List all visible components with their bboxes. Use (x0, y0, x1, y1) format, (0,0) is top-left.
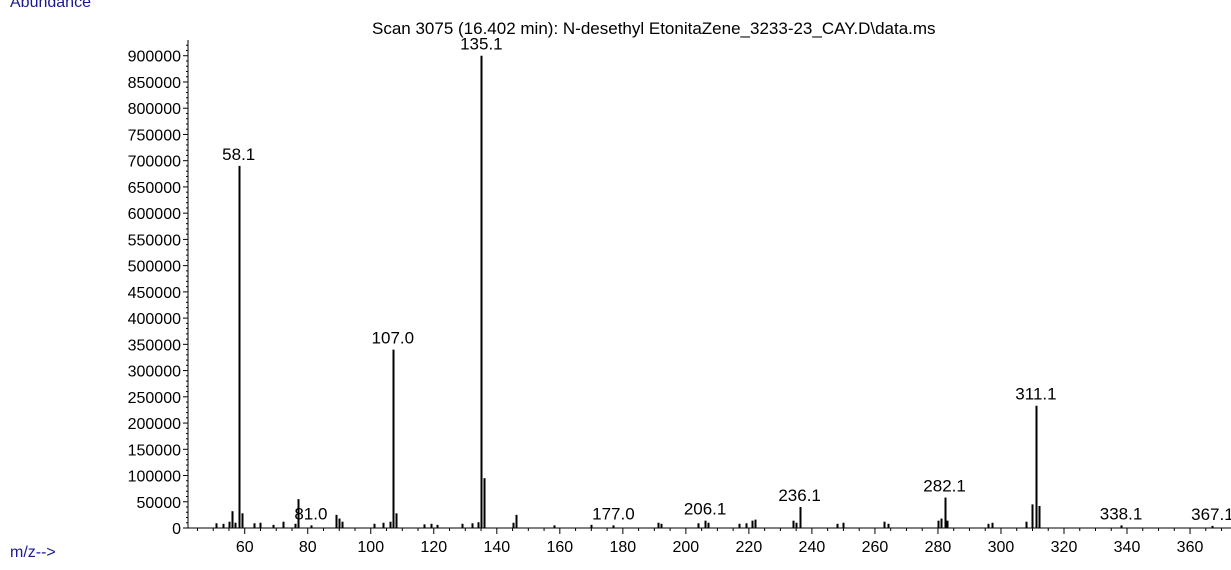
peak-label: 177.0 (592, 504, 635, 523)
y-tick-label: 200000 (128, 416, 181, 433)
chart-title: Scan 3075 (16.402 min): N-desethyl Etoni… (372, 19, 936, 38)
x-tick-label: 100 (357, 539, 384, 556)
x-tick-label: 280 (925, 539, 952, 556)
y-tick-label: 150000 (128, 442, 181, 459)
x-tick-label: 200 (673, 539, 700, 556)
y-tick-label: 550000 (128, 232, 181, 249)
y-tick-label: 350000 (128, 337, 181, 354)
x-tick-label: 120 (420, 539, 447, 556)
y-tick-label: 100000 (128, 469, 181, 486)
x-tick-label: 360 (1177, 539, 1204, 556)
y-ticks: 0 50000 100000 150000 200000 250000 300000 3500… (128, 44, 188, 538)
y-tick-label: 700000 (128, 154, 181, 171)
x-ticks: 60 80 100 120 140 160 180 200 220 240 260 280 300 320… (196, 528, 1223, 556)
x-tick-label: 140 (483, 539, 510, 556)
y-tick-label: 300000 (128, 364, 181, 381)
x-tick-label: 220 (736, 539, 763, 556)
peak-label: 206.1 (684, 500, 727, 519)
peak-label: 282.1 (923, 477, 966, 496)
y-tick-label: 450000 (128, 285, 181, 302)
peak-label: 107.0 (372, 329, 415, 348)
y-tick-label: 250000 (128, 390, 181, 407)
peak-label: 236.1 (778, 486, 821, 505)
y-tick-label: 800000 (128, 101, 181, 118)
x-tick-label: 160 (546, 539, 573, 556)
x-tick-label: 180 (609, 539, 636, 556)
peak-label: 81.0 (294, 504, 327, 523)
y-axis-label: Abundance (10, 0, 91, 11)
y-tick-label: 850000 (128, 75, 181, 92)
y-tick-label: 500000 (128, 259, 181, 276)
y-tick-label: 400000 (128, 311, 181, 328)
axes (187, 40, 1231, 529)
x-tick-label: 340 (1114, 539, 1141, 556)
x-tick-label: 240 (799, 539, 826, 556)
x-tick-label: 60 (236, 539, 254, 556)
x-tick-label: 300 (988, 539, 1015, 556)
peak-label: 367.1 (1191, 505, 1231, 524)
peak-labels: 58.1 81.0 107.0 135.1 177.0 206.1 236.1 282.1 31… (222, 35, 1231, 524)
y-tick-label: 900000 (128, 49, 181, 66)
x-tick-label: 260 (862, 539, 889, 556)
peaks (215, 55, 1214, 528)
y-tick-label: 750000 (128, 127, 181, 144)
peak-label: 311.1 (1015, 385, 1056, 404)
x-axis-label: m/z--> (10, 544, 56, 561)
y-tick-label: 50000 (137, 495, 182, 512)
y-tick-label: 0 (172, 521, 181, 538)
x-tick-label: 320 (1051, 539, 1078, 556)
x-tick-label: 80 (299, 539, 317, 556)
peak-label: 135.1 (460, 35, 503, 54)
peak-label: 338.1 (1100, 504, 1143, 523)
y-tick-label: 600000 (128, 206, 181, 223)
y-tick-label: 650000 (128, 180, 181, 197)
peak-label: 58.1 (222, 145, 255, 164)
